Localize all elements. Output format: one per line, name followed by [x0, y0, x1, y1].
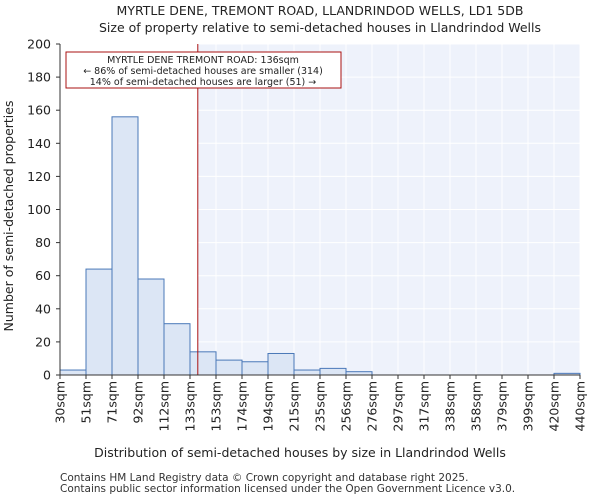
x-tick-label: 358sqm — [469, 381, 484, 431]
bar-215sqm — [293, 369, 321, 376]
y-tick-label: 140 — [27, 136, 51, 151]
annotation-line-3: 14% of semi-detached houses are larger (… — [90, 77, 317, 88]
chart-subtitle: Size of property relative to semi-detach… — [99, 20, 541, 35]
bar-174sqm — [241, 361, 269, 376]
y-tick-label: 120 — [27, 169, 51, 184]
x-tick-label: 276sqm — [365, 381, 380, 431]
x-tick-label: 174sqm — [235, 381, 250, 431]
x-tick-label: 92sqm — [131, 381, 146, 424]
x-tick-label: 235sqm — [313, 381, 328, 431]
bar-112sqm — [163, 323, 191, 376]
annotation-box: MYRTLE DENE TREMONT ROAD: 136sqm ← 86% o… — [65, 51, 342, 89]
x-tick-label: 153sqm — [209, 381, 224, 431]
footer-copyright: Contains HM Land Registry data © Crown c… — [60, 472, 469, 484]
y-tick-label: 80 — [35, 235, 51, 250]
y-tick-label: 60 — [35, 268, 51, 283]
y-axis-ticks: 0 20 40 60 80 100 120 140 160 180 200 — [27, 37, 60, 383]
x-axis-ticks: 30sqm 51sqm 71sqm 92sqm 112sqm 133sqm 153sqm 17… — [53, 375, 588, 431]
y-tick-label: 40 — [35, 301, 51, 316]
footer-licence: Contains public sector information licen… — [60, 483, 516, 495]
y-tick-label: 100 — [27, 202, 51, 217]
x-tick-label: 297sqm — [391, 381, 406, 431]
y-tick-label: 180 — [27, 70, 51, 85]
x-tick-label: 317sqm — [417, 381, 432, 431]
x-tick-label: 440sqm — [573, 381, 588, 431]
y-tick-label: 200 — [27, 37, 51, 52]
bar-51sqm — [85, 268, 113, 376]
x-tick-label: 215sqm — [287, 381, 302, 431]
chart-title: MYRTLE DENE, TREMONT ROAD, LLANDRINDOD W… — [117, 3, 524, 18]
x-tick-label: 30sqm — [53, 381, 68, 424]
bar-133sqm — [189, 351, 217, 376]
y-tick-label: 160 — [27, 103, 51, 118]
bar-194sqm — [267, 352, 295, 376]
y-axis-label: Number of semi-detached properties — [1, 101, 16, 332]
y-tick-label: 0 — [43, 368, 51, 383]
x-tick-label: 256sqm — [339, 381, 354, 431]
bar-71sqm — [111, 116, 139, 376]
x-tick-label: 420sqm — [547, 381, 562, 431]
annotation-box-frame — [65, 51, 342, 89]
bar-30sqm — [59, 369, 87, 376]
x-tick-label: 379sqm — [495, 381, 510, 431]
bar-92sqm — [137, 278, 165, 376]
x-tick-label: 194sqm — [261, 381, 276, 431]
annotation-line-1: MYRTLE DENE TREMONT ROAD: 136sqm — [107, 55, 299, 66]
x-tick-label: 71sqm — [105, 381, 120, 424]
x-tick-label: 133sqm — [183, 381, 198, 431]
bar-235sqm — [319, 367, 347, 376]
x-axis-label: Distribution of semi-detached houses by … — [94, 445, 506, 460]
x-tick-label: 51sqm — [79, 381, 94, 424]
x-tick-label: 338sqm — [443, 381, 458, 431]
x-tick-label: 399sqm — [521, 381, 536, 431]
bar-153sqm — [215, 359, 243, 376]
bars — [59, 116, 581, 376]
annotation-line-2: ← 86% of semi-detached houses are smalle… — [83, 66, 323, 77]
y-tick-label: 20 — [35, 334, 51, 349]
x-tick-label: 112sqm — [157, 381, 172, 431]
